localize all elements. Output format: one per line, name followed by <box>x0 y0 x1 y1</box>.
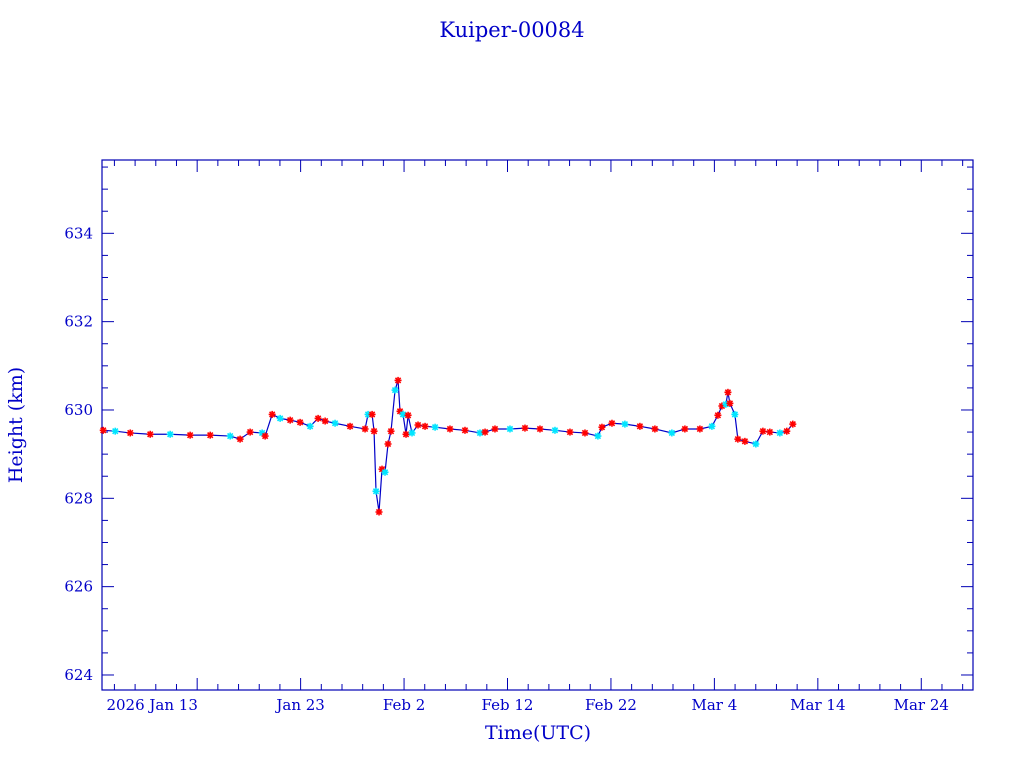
data-point <box>126 429 134 437</box>
data-point <box>368 410 376 418</box>
plot-frame <box>101 159 974 691</box>
data-point <box>521 424 529 432</box>
data-point <box>314 414 322 422</box>
data-point <box>99 426 107 434</box>
data-point <box>621 420 629 428</box>
data-point <box>246 428 254 436</box>
data-point <box>166 430 174 438</box>
data-point <box>402 430 410 438</box>
data-point <box>261 432 269 440</box>
x-tick-label: 2026 Jan 13 <box>106 696 197 714</box>
data-point <box>766 428 774 436</box>
data-point <box>384 440 392 448</box>
data-point <box>387 427 395 435</box>
data-point <box>696 425 704 433</box>
x-tick-label: Mar 14 <box>790 696 845 714</box>
data-point <box>361 425 369 433</box>
data-point <box>789 420 797 428</box>
data-point <box>491 425 499 433</box>
data-point <box>636 422 644 430</box>
data-point <box>394 376 402 384</box>
x-tick-label: Feb 22 <box>585 696 637 714</box>
data-point <box>566 428 574 436</box>
data-point <box>536 425 544 433</box>
data-point <box>594 432 602 440</box>
data-point <box>286 416 294 424</box>
data-point <box>431 423 439 431</box>
data-point <box>734 435 742 443</box>
data-point <box>276 414 284 422</box>
data-point <box>714 411 722 419</box>
series-line <box>103 380 794 513</box>
data-point <box>372 487 380 495</box>
x-tick-label: Feb 12 <box>482 696 534 714</box>
data-point <box>391 386 399 394</box>
y-tick-label: 626 <box>64 578 93 596</box>
data-point <box>776 429 784 437</box>
data-point <box>404 411 412 419</box>
y-axis-label: Height (km) <box>5 367 27 483</box>
y-tick-label: 634 <box>64 224 93 242</box>
data-point <box>399 410 407 418</box>
x-tick-label: Jan 23 <box>274 696 324 714</box>
x-tick-label: Mar 24 <box>894 696 949 714</box>
y-tick-label: 624 <box>64 666 93 684</box>
data-point <box>186 431 194 439</box>
data-point <box>321 417 329 425</box>
data-point <box>461 426 469 434</box>
data-point <box>226 432 234 440</box>
data-point <box>421 422 429 430</box>
x-tick-label: Mar 4 <box>691 696 737 714</box>
y-tick-label: 630 <box>64 401 93 419</box>
data-point <box>506 425 514 433</box>
data-point <box>236 435 244 443</box>
data-point <box>446 425 454 433</box>
data-point <box>668 429 676 437</box>
data-point <box>414 421 422 429</box>
data-point <box>370 427 378 435</box>
x-tick-label: Feb 2 <box>383 696 425 714</box>
chart-title: Kuiper-00084 <box>439 18 584 42</box>
data-point <box>731 410 739 418</box>
y-tick-label: 628 <box>64 489 93 507</box>
data-point <box>681 425 689 433</box>
data-point <box>476 429 484 437</box>
data-point <box>296 418 304 426</box>
data-point <box>608 419 616 427</box>
data-point <box>306 422 314 430</box>
data-point <box>651 425 659 433</box>
data-point <box>724 388 732 396</box>
data-point <box>375 508 383 516</box>
x-axis-label: Time(UTC) <box>485 722 591 744</box>
data-point <box>581 429 589 437</box>
data-point <box>331 419 339 427</box>
data-point <box>741 437 749 445</box>
data-point <box>726 399 734 407</box>
data-point <box>708 422 716 430</box>
data-point <box>381 468 389 476</box>
data-point <box>408 429 416 437</box>
data-point <box>759 427 767 435</box>
data-point <box>111 427 119 435</box>
data-point <box>783 427 791 435</box>
data-point <box>146 430 154 438</box>
data-point <box>481 428 489 436</box>
data-point <box>752 440 760 448</box>
data-point <box>346 422 354 430</box>
data-point <box>268 410 276 418</box>
data-point <box>206 431 214 439</box>
data-point <box>551 426 559 434</box>
data-point <box>598 423 606 431</box>
y-tick-label: 632 <box>64 313 93 331</box>
